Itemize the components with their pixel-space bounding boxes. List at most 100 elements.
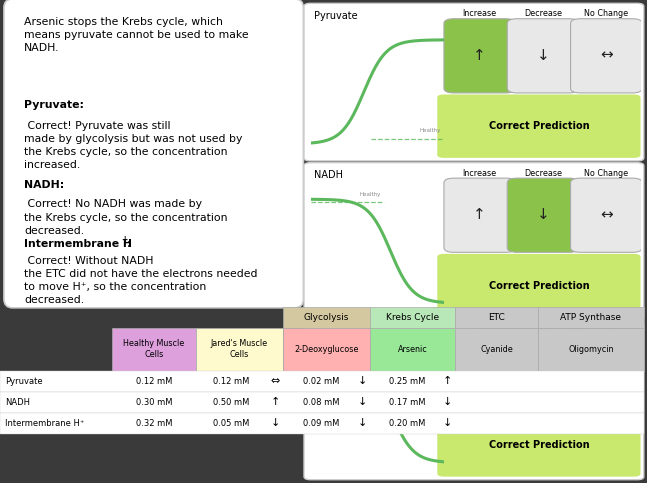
Text: ⇔: ⇔ xyxy=(270,376,280,386)
Bar xyxy=(538,328,644,371)
Bar xyxy=(370,307,455,328)
Text: Jared's Muscle
Cells: Jared's Muscle Cells xyxy=(211,339,268,359)
FancyBboxPatch shape xyxy=(437,413,641,477)
Text: ↓: ↓ xyxy=(443,418,452,428)
Text: Correct! Without NADH
the ETC did not have the electrons needed
to move H⁺, so t: Correct! Without NADH the ETC did not ha… xyxy=(24,256,258,305)
Text: Correct! No NADH was made by
the Krebs cycle, so the concentration
decreased.: Correct! No NADH was made by the Krebs c… xyxy=(24,199,228,236)
Text: 0.17 mM: 0.17 mM xyxy=(389,398,426,407)
FancyBboxPatch shape xyxy=(444,178,516,252)
Text: ↓: ↓ xyxy=(537,207,549,222)
FancyBboxPatch shape xyxy=(437,254,641,317)
Text: Intermembrane H⁺: Intermembrane H⁺ xyxy=(314,330,406,340)
Text: Increase: Increase xyxy=(463,10,497,18)
FancyBboxPatch shape xyxy=(304,163,644,320)
Text: ATP Synthase: ATP Synthase xyxy=(560,313,622,322)
Text: 0.08 mM: 0.08 mM xyxy=(303,398,340,407)
Text: ↑: ↑ xyxy=(270,398,280,407)
Text: 0.05 mM: 0.05 mM xyxy=(214,419,250,428)
Text: Correct Prediction: Correct Prediction xyxy=(488,440,589,450)
Text: Krebs Cycle: Krebs Cycle xyxy=(386,313,439,322)
Bar xyxy=(455,307,538,328)
Text: NADH: NADH xyxy=(314,170,343,181)
FancyBboxPatch shape xyxy=(571,19,642,93)
Text: Concentration: Concentration xyxy=(314,355,383,365)
Text: Oligomycin: Oligomycin xyxy=(568,345,614,354)
Text: 0.09 mM: 0.09 mM xyxy=(303,419,340,428)
FancyBboxPatch shape xyxy=(507,178,579,252)
Text: Increase: Increase xyxy=(463,328,497,337)
Bar xyxy=(0,371,644,392)
Bar xyxy=(455,328,538,371)
Text: Correct Prediction: Correct Prediction xyxy=(488,281,589,291)
Text: NADH: NADH xyxy=(5,398,30,407)
Text: ↓: ↓ xyxy=(537,366,549,382)
Text: 0.20 mM: 0.20 mM xyxy=(389,419,426,428)
Bar xyxy=(538,307,644,328)
FancyBboxPatch shape xyxy=(437,95,641,158)
Text: Healthy Muscle
Cells: Healthy Muscle Cells xyxy=(124,339,184,359)
FancyBboxPatch shape xyxy=(444,19,516,93)
Text: +: + xyxy=(122,235,127,244)
Text: Revise your hypothesis.: Revise your hypothesis. xyxy=(488,322,628,332)
Text: Increase: Increase xyxy=(463,169,497,178)
Text: 0.12 mM: 0.12 mM xyxy=(136,377,172,386)
Text: ↑: ↑ xyxy=(474,47,486,63)
Text: 0.32 mM: 0.32 mM xyxy=(136,419,172,428)
Text: 0.25 mM: 0.25 mM xyxy=(389,377,426,386)
FancyBboxPatch shape xyxy=(304,322,644,480)
Text: Pyruvate: Pyruvate xyxy=(314,11,358,21)
Text: Pyruvate:: Pyruvate: xyxy=(24,100,84,110)
FancyBboxPatch shape xyxy=(444,338,516,412)
Bar xyxy=(370,328,455,371)
Text: Intermembrane H: Intermembrane H xyxy=(24,240,132,250)
Bar xyxy=(0,413,644,434)
Text: 0.02 mM: 0.02 mM xyxy=(303,377,340,386)
Text: ↓: ↓ xyxy=(443,398,452,407)
Text: Cyanide: Cyanide xyxy=(480,345,513,354)
FancyBboxPatch shape xyxy=(4,0,303,308)
Text: ↓: ↓ xyxy=(537,47,549,63)
Text: 0.12 mM: 0.12 mM xyxy=(214,377,250,386)
Text: Pyruvate: Pyruvate xyxy=(5,377,43,386)
Text: Correct Prediction: Correct Prediction xyxy=(488,121,589,131)
Text: Correct! Pyruvate was still
made by glycolysis but was not used by
the Krebs cyc: Correct! Pyruvate was still made by glyc… xyxy=(24,121,243,170)
Text: Decrease: Decrease xyxy=(524,10,562,18)
Bar xyxy=(0,392,644,413)
Text: No Change: No Change xyxy=(584,169,628,178)
Bar xyxy=(112,328,196,371)
Text: ↑: ↑ xyxy=(474,207,486,222)
Text: Healthy: Healthy xyxy=(360,351,381,356)
Text: No Change: No Change xyxy=(584,328,628,337)
Text: ↑: ↑ xyxy=(443,376,452,386)
Text: Healthy: Healthy xyxy=(420,128,441,133)
FancyBboxPatch shape xyxy=(507,338,579,412)
Text: Arsenic: Arsenic xyxy=(398,345,428,354)
Text: Healthy: Healthy xyxy=(360,192,381,197)
Text: Intermembrane H⁺: Intermembrane H⁺ xyxy=(5,419,84,428)
Text: ↓: ↓ xyxy=(357,376,367,386)
Text: ↔: ↔ xyxy=(600,366,613,382)
Text: ↔: ↔ xyxy=(600,47,613,63)
Bar xyxy=(196,328,283,371)
Text: NADH:: NADH: xyxy=(24,180,64,190)
Text: ↔: ↔ xyxy=(600,207,613,222)
Text: ETC: ETC xyxy=(488,313,505,322)
FancyBboxPatch shape xyxy=(304,3,644,161)
Text: 0.30 mM: 0.30 mM xyxy=(136,398,172,407)
FancyBboxPatch shape xyxy=(467,307,647,347)
FancyBboxPatch shape xyxy=(571,338,642,412)
Text: 2-Deoxyglucose: 2-Deoxyglucose xyxy=(294,345,358,354)
Text: ↓: ↓ xyxy=(270,418,280,428)
Text: No Change: No Change xyxy=(584,10,628,18)
Text: Glycolysis: Glycolysis xyxy=(304,313,349,322)
Text: ↓: ↓ xyxy=(357,418,367,428)
Text: Decrease: Decrease xyxy=(524,169,562,178)
Text: Arsenic stops the Krebs cycle, which
means pyruvate cannot be used to make
NADH.: Arsenic stops the Krebs cycle, which mea… xyxy=(24,17,248,53)
Text: ↓: ↓ xyxy=(357,398,367,407)
Text: 0.50 mM: 0.50 mM xyxy=(214,398,250,407)
Bar xyxy=(283,328,370,371)
Text: ↑: ↑ xyxy=(474,366,486,382)
Text: :: : xyxy=(127,240,131,250)
Text: Decrease: Decrease xyxy=(524,328,562,337)
FancyBboxPatch shape xyxy=(507,19,579,93)
